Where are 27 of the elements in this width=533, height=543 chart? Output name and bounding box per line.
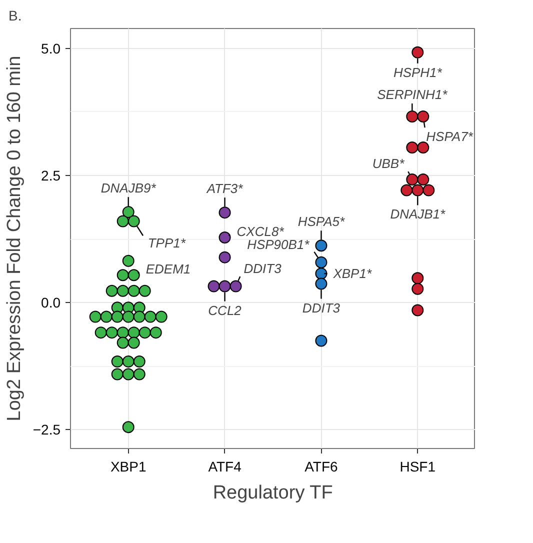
y-tick-label: 0.0 xyxy=(41,294,61,311)
x-tick-label: XBP1 xyxy=(110,458,146,474)
y-tick-label: −2.5 xyxy=(32,422,61,438)
x-tick-label: ATF6 xyxy=(304,458,338,474)
annotation: CCL2 xyxy=(208,302,242,318)
annotation: ATF3* xyxy=(206,181,244,196)
y-axis-title: Log2 Expression Fold Change 0 to 160 min xyxy=(4,56,25,422)
annotation: HSP90B1* xyxy=(247,236,310,252)
annotation: XBP1* xyxy=(332,266,372,282)
annotation: UBB* xyxy=(372,156,406,172)
annotation: TPP1* xyxy=(148,236,186,251)
chart-title: B. xyxy=(8,8,22,24)
annotation: DDIT3 xyxy=(302,300,341,316)
annotation: DDIT3 xyxy=(244,260,282,276)
annotation: HSPH1* xyxy=(393,64,443,80)
annotation: EDEM1 xyxy=(146,262,191,277)
x-tick-label: ATF4 xyxy=(208,458,242,474)
annotation: DNAJB9* xyxy=(100,180,157,196)
y-tick-label: 5.0 xyxy=(41,40,61,56)
x-axis-title: Regulatory TF xyxy=(212,482,333,504)
annotation: HSPA7* xyxy=(426,128,474,144)
x-tick-label: HSF1 xyxy=(400,458,436,474)
annotation: CXCL8* xyxy=(236,224,285,239)
y-tick-label: 2.5 xyxy=(41,167,61,184)
annotation: DNAJB1* xyxy=(390,206,446,222)
annotation: HSPA5* xyxy=(298,214,346,230)
annotation: SERPINH1* xyxy=(377,86,448,102)
